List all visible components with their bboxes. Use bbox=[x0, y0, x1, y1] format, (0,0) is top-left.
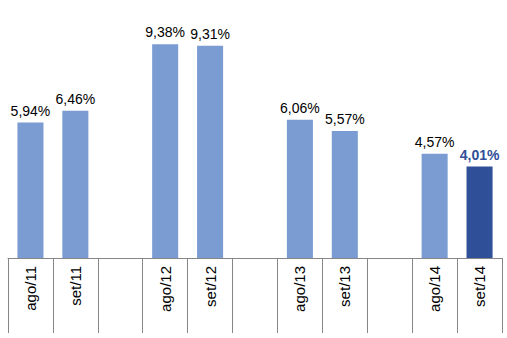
svg-text:4,57%: 4,57% bbox=[415, 134, 455, 150]
svg-text:ago/14: ago/14 bbox=[426, 266, 443, 312]
svg-text:ago/11: ago/11 bbox=[22, 266, 39, 311]
svg-text:4,01%: 4,01% bbox=[460, 147, 500, 163]
svg-text:5,94%: 5,94% bbox=[11, 103, 51, 119]
svg-text:set/13: set/13 bbox=[336, 266, 353, 307]
svg-text:5,57%: 5,57% bbox=[325, 111, 365, 127]
svg-text:set/14: set/14 bbox=[471, 266, 488, 307]
svg-text:ago/12: ago/12 bbox=[157, 266, 174, 312]
svg-text:ago/13: ago/13 bbox=[291, 266, 308, 312]
svg-text:set/11: set/11 bbox=[67, 266, 84, 306]
svg-text:9,38%: 9,38% bbox=[145, 24, 185, 40]
svg-text:9,31%: 9,31% bbox=[190, 26, 230, 42]
svg-text:6,06%: 6,06% bbox=[280, 100, 320, 116]
svg-text:6,46%: 6,46% bbox=[56, 91, 96, 107]
svg-text:set/12: set/12 bbox=[202, 266, 219, 307]
